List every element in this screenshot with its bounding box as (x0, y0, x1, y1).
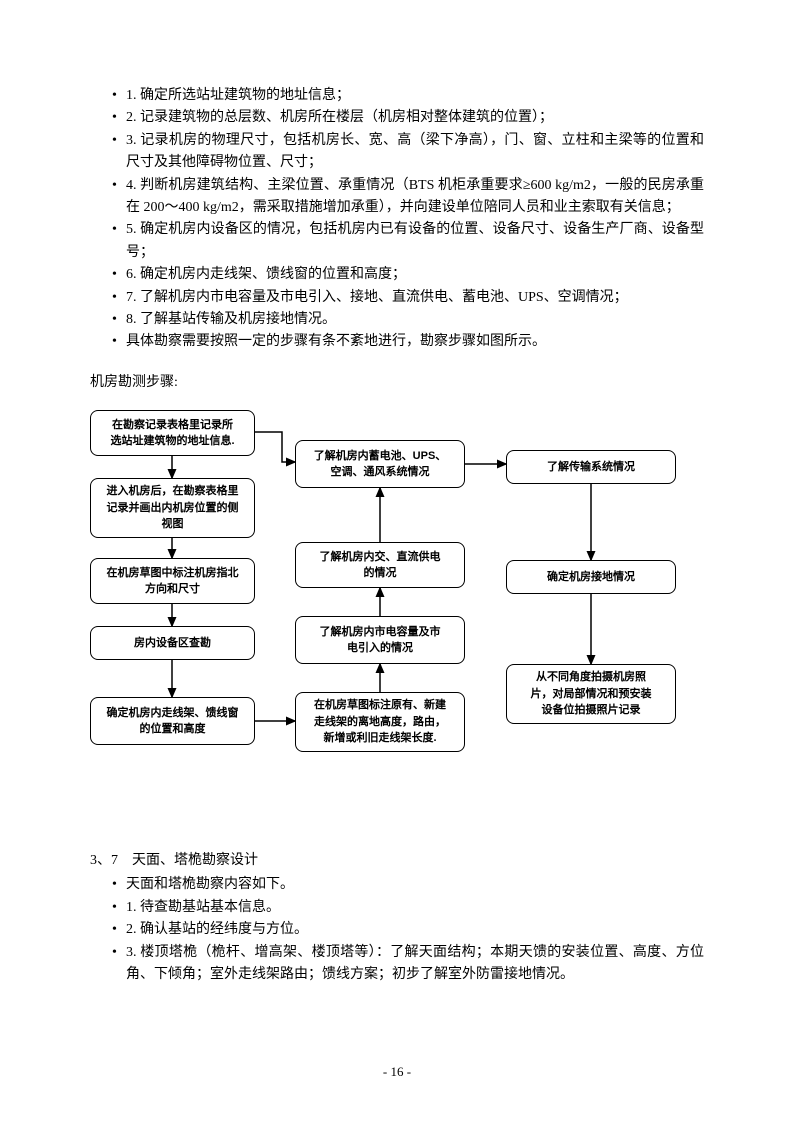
flow-node: 在勘察记录表格里记录所 选站址建筑物的地址信息. (90, 410, 255, 456)
flow-node: 在机房草图标注原有、新建 走线架的离地高度，路由， 新增或利旧走线架长度. (295, 692, 465, 752)
list-item: 2. 记录建筑物的总层数、机房所在楼层（机房相对整体建筑的位置）； (112, 107, 704, 129)
list-item: 3. 楼顶塔桅（桅杆、增高架、楼顶塔等）：了解天面结构；本期天馈的安装位置、高度… (112, 942, 704, 987)
section-title: 3、7 天面、塔桅勘察设计 (90, 850, 704, 872)
list-item: 5. 确定机房内设备区的情况，包括机房内已有设备的位置、设备尺寸、设备生产厂商、… (112, 219, 704, 264)
flow-node: 确定机房接地情况 (506, 560, 676, 594)
list-block-1: 1. 确定所选站址建筑物的地址信息； 2. 记录建筑物的总层数、机房所在楼层（机… (112, 85, 704, 354)
list-item: 3. 记录机房的物理尺寸，包括机房长、宽、高（梁下净高），门、窗、立柱和主梁等的… (112, 130, 704, 175)
flow-node: 了解传输系统情况 (506, 450, 676, 484)
list-item: 7. 了解机房内市电容量及市电引入、接地、直流供电、蓄电池、UPS、空调情况； (112, 287, 704, 309)
list-item: 4. 判断机房建筑结构、主梁位置、承重情况（BTS 机柜承重要求≥600 kg/… (112, 175, 704, 220)
list-item: 6. 确定机房内走线架、馈线窗的位置和高度； (112, 264, 704, 286)
flow-node: 了解机房内蓄电池、UPS、 空调、通风系统情况 (295, 440, 465, 488)
list-item: 1. 待查勘基站基本信息。 (112, 897, 704, 919)
list-item: 8. 了解基站传输及机房接地情况。 (112, 309, 704, 331)
page-number: - 16 - (0, 1062, 794, 1083)
flow-node: 进入机房后，在勘察表格里 记录并画出内机房位置的侧 视图 (90, 478, 255, 538)
list-item: 具体勘察需要按照一定的步骤有条不紊地进行，勘察步骤如图所示。 (112, 331, 704, 353)
flow-node: 了解机房内交、直流供电 的情况 (295, 542, 465, 588)
list-item: 2. 确认基站的经纬度与方位。 (112, 919, 704, 941)
list-block-2: 天面和塔桅勘察内容如下。 1. 待查勘基站基本信息。 2. 确认基站的经纬度与方… (112, 874, 704, 986)
flow-node: 房内设备区查勘 (90, 626, 255, 660)
flow-node: 在机房草图中标注机房指北 方向和尺寸 (90, 558, 255, 604)
list-item: 天面和塔桅勘察内容如下。 (112, 874, 704, 896)
flowchart: 在勘察记录表格里记录所 选站址建筑物的地址信息. 进入机房后，在勘察表格里 记录并… (82, 402, 692, 802)
flowchart-title: 机房勘测步骤: (90, 372, 704, 394)
flow-node: 了解机房内市电容量及市 电引入的情况 (295, 616, 465, 664)
flow-node: 确定机房内走线架、馈线窗 的位置和高度 (90, 697, 255, 745)
flow-node: 从不同角度拍摄机房照 片，对局部情况和预安装 设备位拍摄照片记录 (506, 664, 676, 724)
list-item: 1. 确定所选站址建筑物的地址信息； (112, 85, 704, 107)
